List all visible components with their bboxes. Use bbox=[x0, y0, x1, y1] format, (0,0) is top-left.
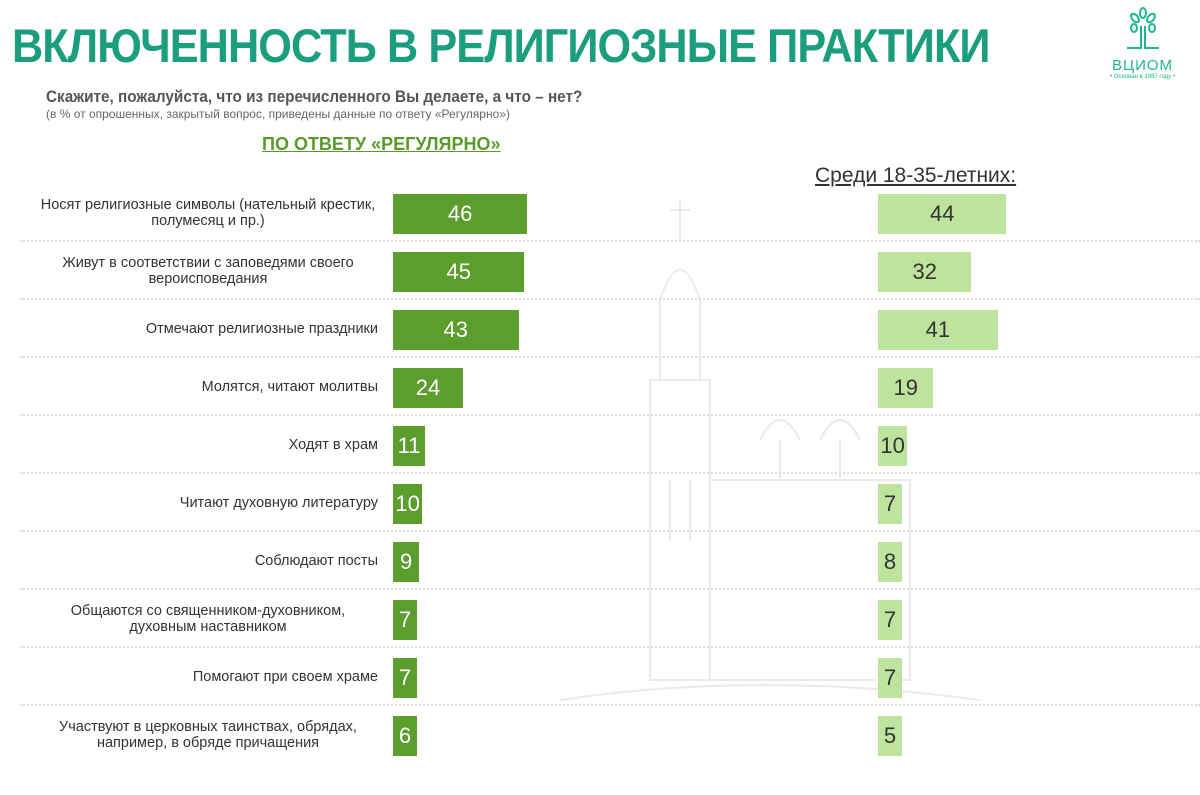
bar-18-35: 5 bbox=[878, 716, 902, 756]
bar-18-35: 7 bbox=[878, 484, 902, 524]
chart-row: Отмечают религиозные праздники 43 41 bbox=[0, 300, 1200, 358]
row-divider bbox=[20, 530, 1200, 532]
category-label: Читают духовную литературу bbox=[179, 495, 378, 511]
row-divider bbox=[20, 472, 1200, 474]
survey-question: Скажите, пожалуйста, что из перечисленно… bbox=[46, 87, 583, 106]
category-label: Молятся, читают молитвы bbox=[201, 379, 378, 395]
row-divider bbox=[20, 704, 1200, 706]
category-label: Носят религиозные символы (нательный кре… bbox=[40, 197, 376, 229]
bar-18-35: 44 bbox=[878, 194, 1007, 234]
row-divider bbox=[20, 414, 1200, 416]
chart-row: Живут в соответствии с заповедями своего… bbox=[0, 242, 1200, 300]
young-series-header: Среди 18-35-летних: bbox=[815, 164, 1017, 187]
category-label: Участвуют в церковных таинствах, обрядах… bbox=[59, 719, 357, 751]
row-divider bbox=[20, 588, 1200, 590]
chart-row: Соблюдают посты 9 8 bbox=[0, 532, 1200, 590]
chart-row: Общаются со священником-духовником, духо… bbox=[0, 590, 1200, 648]
bar-all: 24 bbox=[393, 368, 464, 408]
bar-all: 9 bbox=[393, 542, 420, 582]
row-divider bbox=[20, 356, 1200, 358]
category-label: Ходят в храм bbox=[288, 437, 378, 453]
bar-all: 10 bbox=[393, 484, 423, 524]
row-divider bbox=[20, 298, 1200, 300]
tree-logo-icon bbox=[1126, 7, 1159, 49]
bar-all: 6 bbox=[393, 716, 417, 756]
chart-row: Помогают при своем храме 7 7 bbox=[0, 648, 1200, 706]
bar-all: 11 bbox=[393, 426, 426, 466]
bar-18-35: 19 bbox=[878, 368, 934, 408]
vciom-logo: ВЦИОМ • Основан в 1987 году • bbox=[1095, 6, 1190, 84]
bar-all: 43 bbox=[393, 310, 519, 350]
chart-row: Ходят в храм 11 10 bbox=[0, 416, 1200, 474]
bar-18-35: 41 bbox=[878, 310, 998, 350]
category-label: Отмечают религиозные праздники bbox=[145, 321, 378, 337]
bar-all: 45 bbox=[393, 252, 525, 292]
bar-all: 46 bbox=[393, 194, 528, 234]
bar-18-35: 7 bbox=[878, 658, 902, 698]
chart-row: Носят религиозные символы (нательный кре… bbox=[0, 184, 1200, 242]
bar-18-35: 10 bbox=[878, 426, 908, 466]
bar-18-35: 8 bbox=[878, 542, 902, 582]
bar-18-35: 32 bbox=[878, 252, 972, 292]
survey-note: (в % от опрошенных, закрытый вопрос, при… bbox=[46, 107, 510, 121]
bar-all: 7 bbox=[393, 658, 417, 698]
category-label: Помогают при своем храме bbox=[192, 669, 378, 685]
chart-row: Участвуют в церковных таинствах, обрядах… bbox=[0, 706, 1200, 764]
chart-subtitle: ПО ОТВЕТУ «РЕГУЛЯРНО» bbox=[262, 134, 501, 154]
church-sketch-background bbox=[560, 200, 980, 701]
page-title: ВКЛЮЧЕННОСТЬ В РЕЛИГИОЗНЫЕ ПРАКТИКИ bbox=[12, 19, 991, 72]
logo-since: • Основан в 1987 году • bbox=[1110, 74, 1175, 80]
category-label: Соблюдают посты bbox=[254, 553, 378, 569]
chart-row: Молятся, читают молитвы 24 19 bbox=[0, 358, 1200, 416]
bar-18-35: 7 bbox=[878, 600, 902, 640]
bar-all: 7 bbox=[393, 600, 417, 640]
chart-row: Читают духовную литературу 10 7 bbox=[0, 474, 1200, 532]
row-divider bbox=[20, 646, 1200, 648]
category-label: Живут в соответствии с заповедями своего… bbox=[62, 255, 354, 287]
row-divider bbox=[20, 240, 1200, 242]
category-label: Общаются со священником-духовником, духо… bbox=[70, 603, 346, 635]
logo-name: ВЦИОМ bbox=[1111, 57, 1174, 74]
